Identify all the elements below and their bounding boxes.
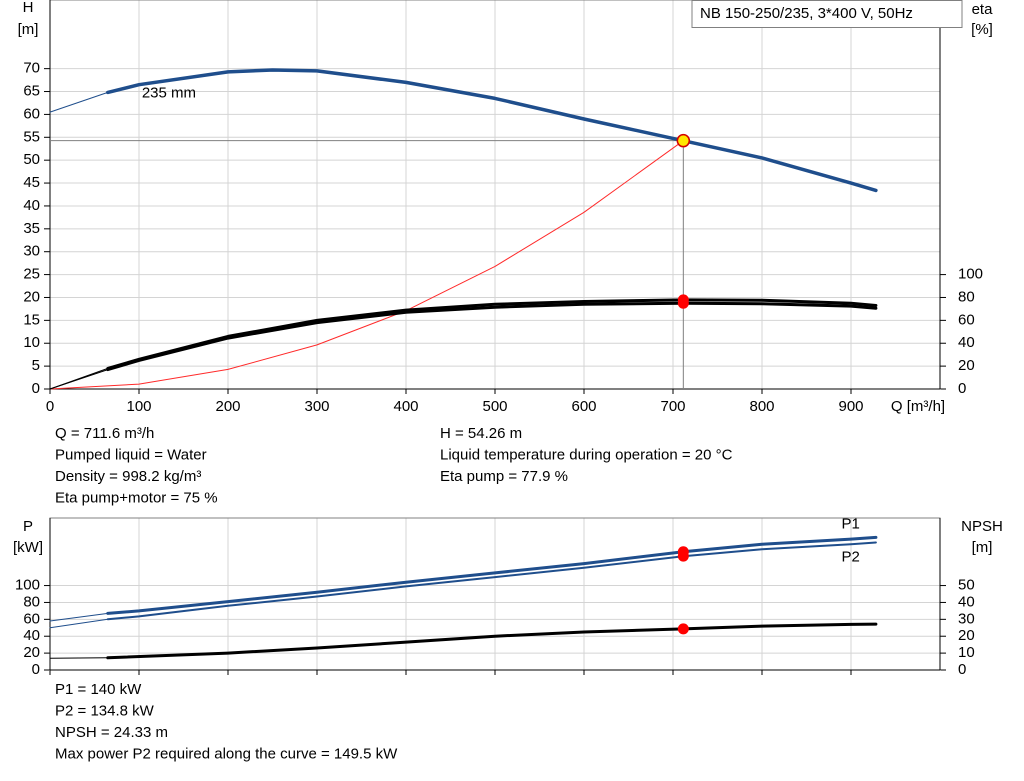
y2-tick-label: 40: [958, 593, 975, 610]
curve: [49, 612, 109, 622]
y2-axis-label: [%]: [971, 21, 993, 38]
info-text: P2 = 134.8 kW: [55, 702, 155, 719]
x-tick-label: 100: [126, 398, 151, 415]
info-text: Q = 711.6 m³/h: [55, 425, 154, 442]
y-tick-label: 35: [23, 220, 40, 237]
operating-point: [677, 297, 689, 309]
operating-point: [677, 623, 689, 635]
y2-tick-label: 10: [958, 644, 975, 661]
y2-axis-label: eta: [972, 1, 994, 18]
x-tick-label: 500: [482, 398, 507, 415]
curve: [49, 618, 109, 629]
y-tick-label: 5: [32, 357, 40, 374]
y2-axis-label: [m]: [972, 539, 993, 556]
x-tick-label: 600: [571, 398, 596, 415]
y-axis-label: [m]: [18, 21, 39, 38]
operating-point: [676, 133, 691, 148]
y2-tick-label: 50: [958, 577, 975, 594]
y-axis-label: P: [23, 518, 33, 535]
y2-tick-label: 80: [958, 288, 975, 305]
x-tick-label: 0: [46, 398, 54, 415]
y2-tick-label: 30: [958, 610, 975, 627]
operating-point: [677, 550, 689, 562]
y2-tick-label: 100: [958, 266, 983, 283]
x-tick-label: 200: [215, 398, 240, 415]
y-tick-label: 65: [23, 82, 40, 99]
y2-tick-label: 0: [958, 661, 966, 678]
y-axis-label: [kW]: [13, 539, 43, 556]
x-tick-label: 700: [660, 398, 685, 415]
y-tick-label: 15: [23, 311, 40, 328]
y-tick-label: 80: [23, 593, 40, 610]
y2-tick-label: 0: [958, 380, 966, 397]
curve-label: 235 mm: [142, 84, 196, 101]
curve: [106, 622, 878, 660]
curve: [106, 301, 878, 372]
info-text: Pumped liquid = Water: [55, 446, 207, 463]
info-text: P1 = 140 kW: [55, 681, 142, 698]
y-tick-label: 60: [23, 105, 40, 122]
chart-title: NB 150-250/235, 3*400 V, 50Hz: [700, 5, 913, 22]
curve: [49, 369, 109, 390]
y-tick-label: 55: [23, 128, 40, 145]
y2-tick-label: 40: [958, 334, 975, 351]
y-tick-label: 100: [15, 577, 40, 594]
curve-label: P2: [842, 548, 860, 565]
y2-tick-label: 20: [958, 627, 975, 644]
info-text: NPSH = 24.33 m: [55, 724, 168, 741]
y-tick-label: 70: [23, 60, 40, 77]
info-text: Liquid temperature during operation = 20…: [440, 446, 733, 463]
y-tick-label: 25: [23, 266, 40, 283]
y-tick-label: 50: [23, 151, 40, 168]
y-tick-label: 60: [23, 610, 40, 627]
x-tick-label: 400: [393, 398, 418, 415]
x-axis-label: Q [m³/h]: [891, 398, 945, 415]
y-tick-label: 0: [32, 661, 40, 678]
curve: [106, 541, 877, 621]
x-tick-label: 300: [304, 398, 329, 415]
y-axis-label: H: [23, 0, 34, 16]
y-tick-label: 10: [23, 334, 40, 351]
info-text: Density = 998.2 kg/m³: [55, 468, 201, 485]
curve: [106, 535, 878, 615]
y-tick-label: 30: [23, 243, 40, 260]
title-box: [691, 0, 963, 28]
y-tick-label: 20: [23, 644, 40, 661]
curve-label: P1: [842, 515, 860, 532]
y-tick-label: 40: [23, 197, 40, 214]
curve: [49, 91, 109, 113]
info-text: Max power P2 required along the curve = …: [55, 745, 398, 762]
curve: [49, 140, 684, 390]
y2-tick-label: 60: [958, 311, 975, 328]
info-text: Eta pump = 77.9 %: [440, 468, 568, 485]
curve: [106, 68, 878, 193]
y-tick-label: 0: [32, 380, 40, 397]
y2-tick-label: 20: [958, 357, 975, 374]
x-tick-label: 800: [749, 398, 774, 415]
info-text: Eta pump+motor = 75 %: [55, 489, 218, 506]
info-text: H = 54.26 m: [440, 425, 522, 442]
y2-axis-label: NPSH: [961, 518, 1003, 535]
y-tick-label: 40: [23, 627, 40, 644]
y-tick-label: 20: [23, 288, 40, 305]
x-tick-label: 900: [838, 398, 863, 415]
y-tick-label: 45: [23, 174, 40, 191]
